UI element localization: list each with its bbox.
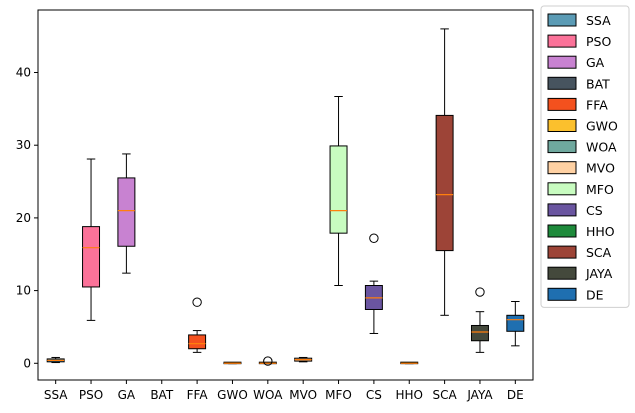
box — [188, 334, 207, 350]
legend-swatch — [547, 76, 577, 90]
legend-box — [540, 5, 630, 308]
y-tick-label: 30 — [16, 138, 31, 152]
legend-label: BAT — [586, 76, 610, 91]
legend-swatch — [547, 55, 577, 69]
outlier-point — [475, 287, 485, 297]
y-tick-label: 40 — [16, 66, 31, 80]
y-tick-label: 20 — [16, 211, 31, 225]
x-tick-label: JAYA — [466, 388, 493, 402]
x-tick-label: CS — [366, 388, 382, 402]
x-tick-label: GA — [118, 388, 136, 402]
legend-label: JAYA — [585, 266, 613, 281]
y-tick-label: 0 — [23, 356, 31, 370]
legend-label: GA — [586, 55, 605, 70]
legend-label: WOA — [586, 140, 617, 155]
legend-label: DE — [586, 287, 604, 302]
x-tick-label: MFO — [325, 388, 352, 402]
legend-swatch — [547, 13, 577, 27]
legend-label: SSA — [586, 13, 611, 28]
legend-swatch — [547, 34, 577, 48]
legend-label: MVO — [586, 161, 615, 176]
x-tick-label: HHO — [396, 388, 424, 402]
x-tick-label: WOA — [253, 388, 283, 402]
outlier-point — [369, 233, 379, 243]
legend-label: GWO — [586, 119, 618, 134]
legend-label: SCA — [586, 245, 612, 260]
legend-label: HHO — [586, 224, 615, 239]
plot-frame — [37, 9, 534, 381]
x-tick-label: DE — [507, 388, 524, 402]
box — [506, 314, 525, 332]
legend-swatch — [547, 245, 577, 259]
x-tick-label: BAT — [150, 388, 174, 402]
x-tick-label: GWO — [217, 388, 248, 402]
legend-swatch — [547, 203, 577, 217]
legend-swatch — [547, 287, 577, 301]
legend-label: CS — [586, 203, 603, 218]
legend-swatch — [547, 224, 577, 238]
legend-swatch — [547, 97, 577, 111]
box — [329, 145, 348, 234]
x-tick-label: FFA — [187, 388, 209, 402]
legend-swatch — [547, 161, 577, 175]
box — [82, 226, 101, 288]
box — [470, 324, 489, 342]
legend-swatch — [547, 119, 577, 132]
x-tick-label: PSO — [79, 388, 103, 402]
outlier-point — [192, 297, 202, 307]
legend-label: FFA — [586, 97, 608, 112]
x-tick-label: MVO — [289, 388, 317, 402]
y-tick-label: 10 — [16, 284, 31, 298]
legend-swatch — [547, 266, 577, 280]
legend-swatch — [547, 182, 577, 196]
x-tick-label: SCA — [432, 388, 457, 402]
outlier-point — [263, 356, 273, 366]
legend-label: MFO — [586, 182, 614, 197]
x-tick-label: SSA — [44, 388, 68, 402]
box — [435, 114, 454, 252]
legend-swatch — [547, 140, 577, 154]
box — [117, 177, 136, 247]
legend-label: PSO — [586, 34, 611, 49]
